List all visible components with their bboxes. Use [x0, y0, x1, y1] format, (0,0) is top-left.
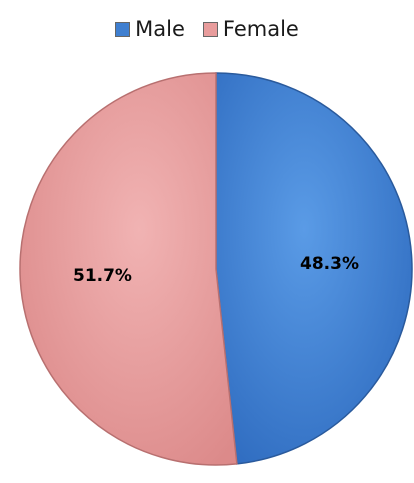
legend-label-female: Female	[222, 17, 299, 41]
legend-item-female: Female	[202, 17, 299, 41]
pie-labels: 48.3% 51.7%	[73, 254, 359, 286]
slice-label-female: 51.7%	[73, 266, 132, 286]
legend-swatch-female	[202, 21, 218, 37]
legend-label-male: Male	[135, 17, 185, 41]
slice-label-male: 48.3%	[300, 254, 359, 274]
legend: Male Female	[0, 17, 414, 41]
legend-swatch-male	[115, 21, 131, 37]
legend-item-male: Male	[115, 17, 185, 41]
pie-slices	[19, 72, 413, 466]
pie-slice-male	[215, 72, 413, 465]
pie-slice-female	[19, 72, 238, 466]
